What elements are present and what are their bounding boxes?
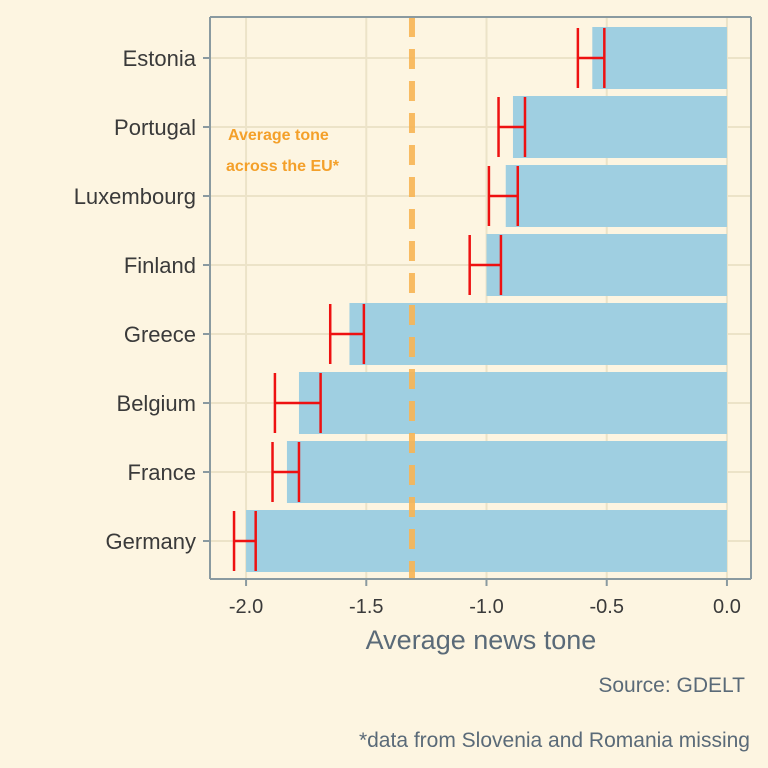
y-tick-label: Germany [106, 529, 196, 554]
x-tick-label: -1.5 [349, 596, 383, 618]
bar-portugal [512, 96, 727, 158]
bar-estonia [592, 27, 727, 89]
x-tick-label: -1.0 [469, 596, 503, 618]
reference-annotation: Average tone across the EU* [226, 127, 340, 175]
y-tick-label: Belgium [117, 391, 196, 416]
x-axis-title: Average news tone [366, 625, 597, 655]
axis-layer [203, 16, 752, 586]
y-tick-label: Finland [124, 253, 196, 278]
bar-belgium [298, 372, 727, 434]
y-tick-label: Portugal [114, 115, 196, 140]
annotation-line-1: Average tone [228, 127, 329, 144]
bar-france [286, 441, 727, 503]
bar-germany [246, 510, 727, 572]
x-tick-label: -0.5 [589, 596, 623, 618]
label-layer: Estonia Portugal Luxembourg Finland Greece Be… [74, 46, 741, 618]
x-tick-label: 0.0 [713, 596, 741, 618]
error-bar-france [271, 442, 301, 502]
bar-greece [349, 303, 727, 365]
annotation-line-2: across the EU* [226, 158, 340, 175]
error-bar-belgium [273, 373, 322, 433]
error-bar-estonia [576, 28, 606, 88]
error-bar-layer [232, 28, 606, 571]
x-tick-label: -2.0 [229, 596, 263, 618]
error-bar-portugal [497, 97, 527, 157]
error-bar-luxembourg [487, 166, 520, 226]
source-caption: Source: GDELT [598, 674, 745, 697]
error-bar-finland [468, 235, 503, 295]
y-tick-label: Greece [124, 322, 196, 347]
y-tick-label: Estonia [123, 46, 197, 71]
bar-layer [246, 27, 727, 572]
error-bar-germany [232, 511, 257, 571]
bar-finland [486, 234, 727, 296]
y-tick-label: France [128, 460, 196, 485]
footnote-caption: *data from Slovenia and Romania missing [359, 729, 750, 752]
bar-luxembourg [505, 165, 727, 227]
y-tick-label: Luxembourg [74, 184, 196, 209]
error-bar-greece [328, 304, 366, 364]
